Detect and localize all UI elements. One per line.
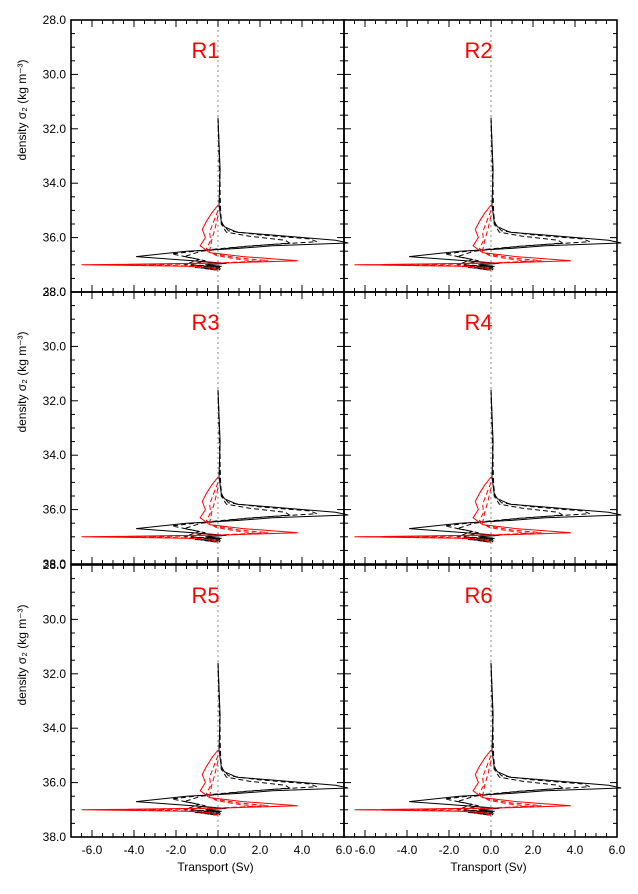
series-line-1 <box>136 389 349 543</box>
y-tick-label: 38.0 <box>43 830 67 844</box>
series-line-5 <box>390 482 542 543</box>
panel-r5: 28.0 30.0 32.0 34.0 36.0 38.0 density σ₂ (kg m… <box>15 558 353 874</box>
series-line-5 <box>117 755 269 816</box>
series-line-2 <box>171 389 317 543</box>
x-tick-label: 2.0 <box>252 843 269 857</box>
series-line-2 <box>444 117 590 271</box>
series-line-5 <box>117 482 269 543</box>
series-line-3 <box>457 389 564 543</box>
series-line-2 <box>444 389 590 543</box>
series-line-6 <box>421 760 529 816</box>
series-line-3 <box>184 389 291 543</box>
series-line-3 <box>457 117 564 271</box>
y-tick-label: 28.0 <box>43 13 67 27</box>
series-line-1 <box>409 117 622 271</box>
y-tick-label: 32.0 <box>43 394 67 408</box>
series-line-1 <box>136 662 349 816</box>
y-tick-label: 28.0 <box>43 285 67 299</box>
series-line-5 <box>117 210 269 271</box>
y-axis-title: density σ₂ (kg m⁻³) <box>15 59 29 160</box>
x-tick-label: 2.0 <box>525 843 542 857</box>
x-axis-title: Transport (Sv) <box>177 860 253 874</box>
panel-label: R2 <box>464 38 492 63</box>
y-tick-label: 32.0 <box>43 122 67 136</box>
y-axis-title: density σ₂ (kg m⁻³) <box>15 604 29 705</box>
y-tick-label: 32.0 <box>43 667 67 681</box>
x-tick-label: -2.0 <box>166 843 187 857</box>
series-line-3 <box>457 662 564 816</box>
x-tick-label: 6.0 <box>336 843 353 857</box>
y-tick-label: 36.0 <box>43 776 67 790</box>
series-line-3 <box>184 662 291 816</box>
y-tick-label: 30.0 <box>43 612 67 626</box>
y-tick-label: 30.0 <box>43 339 67 353</box>
x-tick-label: -4.0 <box>124 843 145 857</box>
x-tick-label: -2.0 <box>439 843 460 857</box>
y-tick-label: 36.0 <box>43 503 67 517</box>
series-line-3 <box>184 117 291 271</box>
x-tick-label: 0.0 <box>210 843 227 857</box>
x-tick-label: 4.0 <box>567 843 584 857</box>
panel-r4: R4 <box>343 291 622 565</box>
series-line-5 <box>390 210 542 271</box>
panel-label: R3 <box>191 310 219 335</box>
x-tick-label: -4.0 <box>397 843 418 857</box>
y-tick-label: 38.0 <box>43 557 67 571</box>
x-tick-label: 6.0 <box>609 843 626 857</box>
panel-r1: 28.0 30.0 32.0 34.0 36.0 38.0 density σ₂ (kg m… <box>15 13 349 299</box>
panel-r6: -6.0 -4.0 -2.0 0.0 2.0 4.0 6.0 Transport (Sv) R6 <box>343 564 626 874</box>
series-line-2 <box>444 662 590 816</box>
y-tick-label: 34.0 <box>43 176 67 190</box>
panel-r2: R2 <box>343 19 622 293</box>
y-tick-label: 34.0 <box>43 448 67 462</box>
series-line-6 <box>148 760 256 816</box>
panel-label: R4 <box>464 310 492 335</box>
series-line-1 <box>136 117 349 271</box>
x-axis-title: Transport (Sv) <box>450 860 526 874</box>
x-tick-label: 0.0 <box>483 843 500 857</box>
x-tick-label: -6.0 <box>355 843 376 857</box>
y-tick-label: 36.0 <box>43 231 67 245</box>
series-line-2 <box>171 117 317 271</box>
x-tick-label: -6.0 <box>82 843 103 857</box>
y-tick-label: 30.0 <box>43 67 67 81</box>
y-tick-label: 34.0 <box>43 721 67 735</box>
x-tick-label: 4.0 <box>294 843 311 857</box>
series-line-5 <box>390 755 542 816</box>
panel-label: R6 <box>464 583 492 608</box>
series-line-1 <box>409 389 622 543</box>
series-line-6 <box>148 215 256 271</box>
series-line-2 <box>171 662 317 816</box>
series-line-1 <box>409 662 622 816</box>
panel-label: R5 <box>191 583 219 608</box>
y-axis-title: density σ₂ (kg m⁻³) <box>15 331 29 432</box>
series-line-6 <box>148 487 256 543</box>
y-tick-label: 38.0 <box>43 285 67 299</box>
panel-label: R1 <box>191 38 219 63</box>
panel-r3: 28.0 30.0 32.0 34.0 36.0 38.0 density σ₂ (kg m… <box>15 285 349 571</box>
y-tick-label: 28.0 <box>43 558 67 572</box>
series-line-6 <box>421 215 529 271</box>
series-line-6 <box>421 487 529 543</box>
